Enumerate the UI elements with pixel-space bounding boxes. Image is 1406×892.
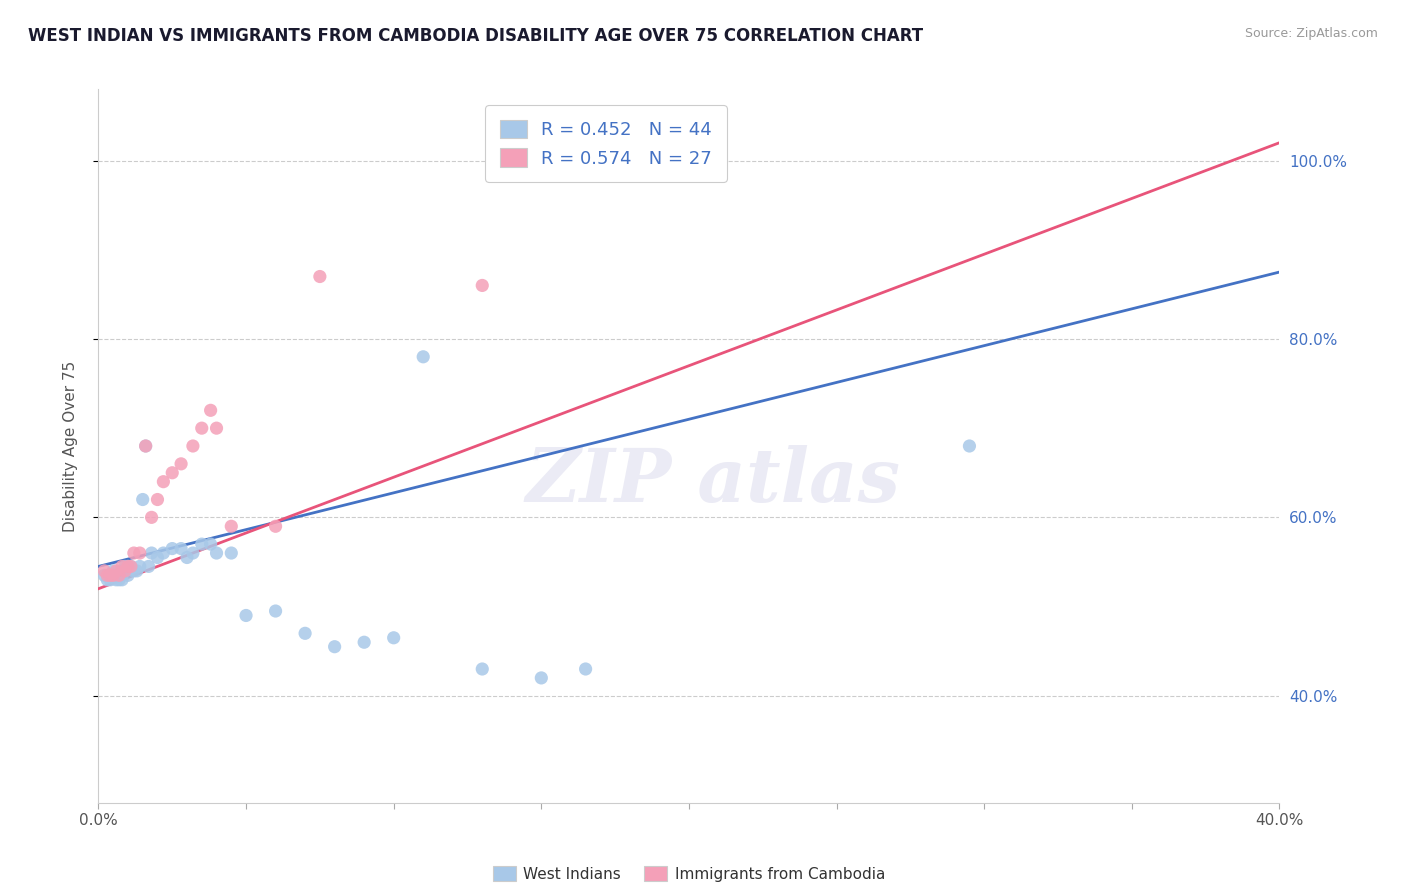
Point	[117, 559, 139, 574]
Point	[135, 439, 157, 453]
Legend: West Indians, Immigrants from Cambodia: West Indians, Immigrants from Cambodia	[486, 860, 891, 888]
Point	[412, 350, 434, 364]
Point	[205, 421, 228, 435]
Point	[125, 564, 148, 578]
Point	[152, 546, 174, 560]
Point	[191, 537, 214, 551]
Point	[132, 492, 155, 507]
Point	[93, 564, 115, 578]
Point	[98, 568, 121, 582]
Point	[117, 559, 139, 574]
Point	[152, 475, 174, 489]
Point	[93, 568, 115, 582]
Text: Source: ZipAtlas.com: Source: ZipAtlas.com	[1244, 27, 1378, 40]
Y-axis label: Disability Age Over 75: Disability Age Over 75	[63, 360, 77, 532]
Point	[103, 568, 125, 582]
Point	[170, 541, 193, 556]
Point	[111, 573, 134, 587]
Point	[181, 439, 204, 453]
Point	[128, 559, 150, 574]
Point	[170, 457, 193, 471]
Point	[162, 541, 183, 556]
Point	[205, 546, 228, 560]
Point	[200, 537, 222, 551]
Point	[141, 510, 163, 524]
Point	[235, 608, 257, 623]
Point	[114, 564, 136, 578]
Point	[98, 573, 121, 587]
Point	[111, 564, 134, 578]
Point	[219, 519, 242, 533]
Point	[146, 550, 169, 565]
Point	[122, 564, 145, 578]
Point	[219, 546, 242, 560]
Point	[574, 662, 596, 676]
Point	[309, 269, 332, 284]
Point	[353, 635, 375, 649]
Point	[105, 564, 128, 578]
Point	[294, 626, 316, 640]
Point	[471, 662, 494, 676]
Point	[200, 403, 222, 417]
Point	[959, 439, 981, 453]
Point	[120, 559, 142, 574]
Point	[108, 568, 131, 582]
Point	[105, 573, 128, 587]
Point	[471, 278, 494, 293]
Text: ZIP atlas: ZIP atlas	[524, 445, 900, 518]
Point	[114, 559, 136, 574]
Point	[103, 568, 125, 582]
Point	[105, 568, 128, 582]
Point	[162, 466, 183, 480]
Point	[114, 564, 136, 578]
Point	[96, 573, 118, 587]
Point	[122, 546, 145, 560]
Point	[191, 421, 214, 435]
Point	[108, 573, 131, 587]
Point	[138, 559, 160, 574]
Point	[382, 631, 405, 645]
Point	[141, 546, 163, 560]
Text: WEST INDIAN VS IMMIGRANTS FROM CAMBODIA DISABILITY AGE OVER 75 CORRELATION CHART: WEST INDIAN VS IMMIGRANTS FROM CAMBODIA …	[28, 27, 924, 45]
Point	[176, 550, 198, 565]
Point	[264, 604, 287, 618]
Point	[181, 546, 204, 560]
Point	[128, 546, 150, 560]
Point	[530, 671, 553, 685]
Point	[108, 568, 131, 582]
Point	[96, 568, 118, 582]
Point	[146, 492, 169, 507]
Point	[135, 439, 157, 453]
Point	[323, 640, 346, 654]
Point	[117, 568, 139, 582]
Point	[264, 519, 287, 533]
Point	[120, 559, 142, 574]
Point	[111, 559, 134, 574]
Point	[103, 564, 125, 578]
